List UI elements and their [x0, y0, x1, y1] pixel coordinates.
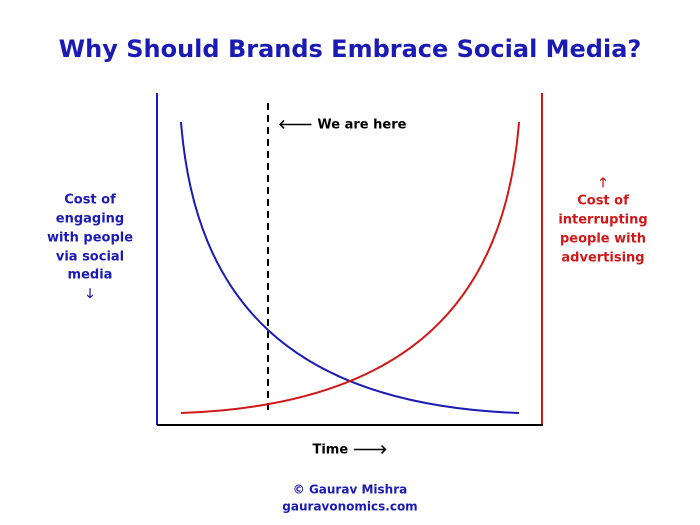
engaging-cost-curve — [180, 121, 520, 414]
title: Why Should Brands Embrace Social Media? — [59, 35, 642, 63]
marker-label: 🡐 We are here — [278, 118, 407, 133]
left-label-line: media — [68, 268, 113, 283]
left-label-line: via social — [56, 250, 124, 265]
footer-author: © Gaurav Mishra — [293, 483, 407, 497]
footer-website: gauravonomics.com — [282, 500, 417, 514]
right-label-line: people with — [560, 232, 646, 247]
x-axis-label: Time 🡒 — [312, 443, 387, 458]
right-label: 🡑 Cost of interrupting people with adver… — [558, 176, 647, 266]
left-label: Cost of engaging with people via social … — [47, 193, 133, 302]
right-label-arrow: 🡑 — [600, 176, 607, 191]
left-label-line: engaging — [56, 212, 124, 227]
right-label-line: Cost of — [577, 194, 629, 209]
left-label-arrow: 🡓 — [87, 287, 94, 302]
left-label-line: Cost of — [64, 193, 116, 208]
right-label-line: advertising — [561, 251, 644, 266]
left-label-line: with people — [47, 231, 133, 246]
interrupting-cost-curve — [180, 121, 520, 414]
right-label-line: interrupting — [558, 213, 647, 228]
